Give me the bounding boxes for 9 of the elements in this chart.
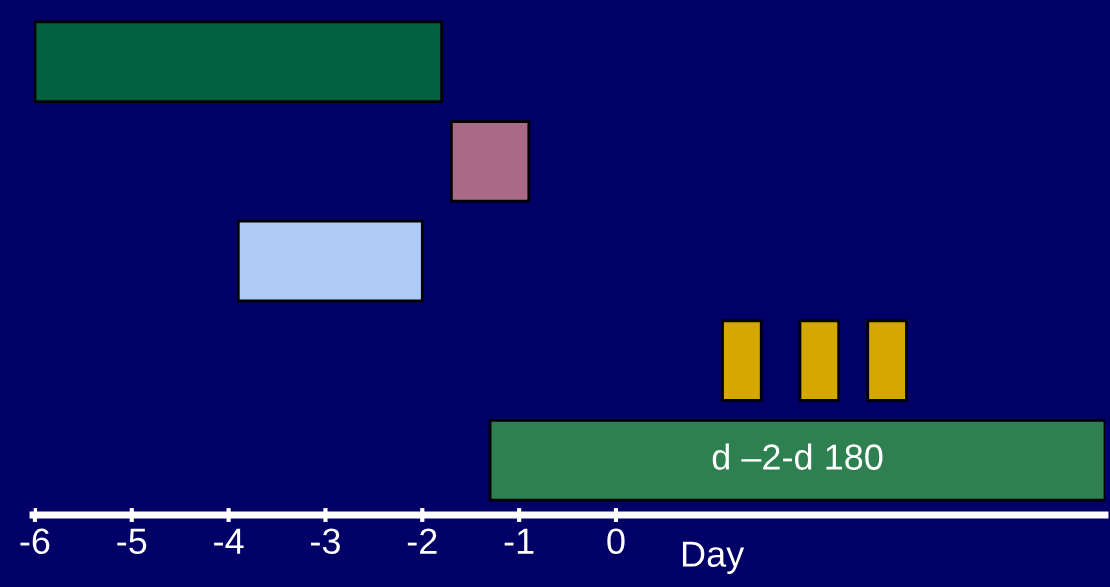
x-axis-title: Day bbox=[682, 541, 745, 575]
x-tick-label: -3 bbox=[311, 528, 340, 555]
x-tick-label: -4 bbox=[214, 528, 244, 554]
x-tick-label: 0 bbox=[607, 528, 625, 555]
x-tick-label: -2 bbox=[407, 528, 437, 554]
data-label: d –2-d 180 bbox=[712, 443, 883, 470]
x-tick-label: -1 bbox=[504, 528, 534, 554]
x-tick-label: -5 bbox=[117, 528, 147, 555]
x-tick-label: -6 bbox=[20, 528, 50, 555]
